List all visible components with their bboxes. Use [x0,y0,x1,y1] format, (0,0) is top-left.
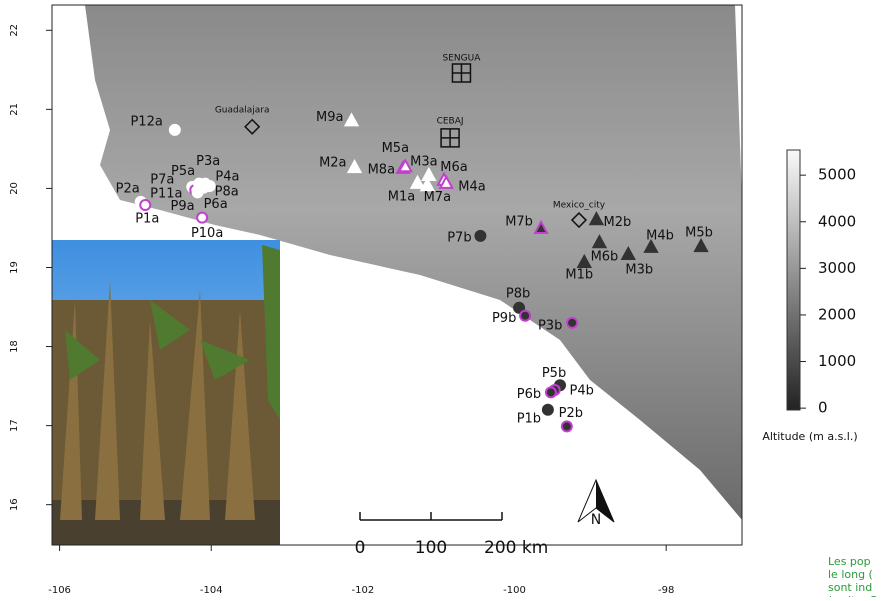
colorbar-tick-label: 3000 [818,259,856,277]
site-label: P7b [447,230,471,245]
site-label: P2b [559,406,583,421]
x-tick-label: -102 [352,585,375,596]
site-marker [546,387,556,397]
site-marker [562,421,572,431]
site-label: P6b [517,387,541,402]
site-label: P3b [538,318,562,333]
y-tick-label: 22 [9,24,20,37]
site-label: P2a [116,181,140,196]
site-label: SENGUA [443,53,482,63]
site-label: P6a [204,197,228,212]
colorbar [787,150,800,410]
scale-label: 200 km [484,538,548,558]
site-label: P5b [542,366,566,381]
site-label: P3a [196,154,220,169]
page: {"chart_data": { "type": "scatter", "xli… [0,0,882,597]
colorbar-tick-label: 1000 [818,352,856,370]
colorbar-tick-label: 4000 [818,212,856,230]
site-marker [199,183,209,193]
site-label: P9b [492,311,516,326]
site-marker [520,311,530,321]
site-label: M6a [440,160,467,175]
y-tick-label: 18 [9,340,20,353]
site-marker [543,405,553,415]
colorbar-tick-label: 2000 [818,305,856,323]
y-tick-label: 16 [9,498,20,511]
site-marker [140,200,150,210]
site-label: M2a [319,156,346,171]
y-tick-label: 21 [9,103,20,116]
site-label: M7b [505,214,533,229]
site-label: M9a [316,110,343,125]
site-label: M7a [424,190,451,205]
site-label: M1a [388,189,415,204]
site-label: P1a [135,212,159,227]
site-label: P4a [215,170,239,185]
site-label: M6b [591,250,619,265]
site-label: M1b [565,267,593,282]
y-tick-label: 19 [9,261,20,274]
site-label: M3a [410,154,437,169]
colorbar-tick-label: 0 [818,399,828,417]
side-text: sont ind [828,581,872,594]
site-label: Mexico_city [553,201,606,211]
site-label: Guadalajara [215,105,270,115]
site-label: M5a [382,141,409,156]
x-tick-label: -106 [48,585,71,596]
site-label: M8a [368,162,395,177]
x-tick-label: -98 [658,585,674,596]
colorbar-tick-label: 5000 [818,166,856,184]
scale-label: 0 [355,538,366,558]
site-label: M4b [646,228,674,243]
colorbar-label: Altitude (m a.s.l.) [762,430,857,443]
site-label: M3b [625,263,653,278]
site-label: P12a [130,114,162,129]
site-label: M5b [685,226,713,241]
map-figure: Altitude (m a.s.l.) N -106 -104 -102 -100 -9… [0,0,882,597]
scale-label: 100 [415,538,447,558]
x-tick-label: -100 [503,585,526,596]
site-marker [475,231,485,241]
y-tick-label: 17 [9,419,20,432]
side-text: Les pop [828,555,871,568]
site-label: P4b [570,384,594,399]
site-label: M4a [458,179,485,194]
site-label: P10a [191,226,223,241]
site-marker [197,213,207,223]
site-label: P8b [506,286,530,301]
north-label: N [591,512,601,528]
side-text: le long ( [828,568,873,581]
site-label: P5a [171,164,195,179]
site-label: P9a [171,199,195,214]
site-label: P1b [517,411,541,426]
site-marker [567,318,577,328]
site-label: M2b [604,215,632,230]
site-marker [170,125,180,135]
photo-inset [52,240,280,545]
x-tick-label: -104 [200,585,223,596]
y-tick-label: 20 [9,182,20,195]
site-label: CEBAJ [437,116,464,126]
